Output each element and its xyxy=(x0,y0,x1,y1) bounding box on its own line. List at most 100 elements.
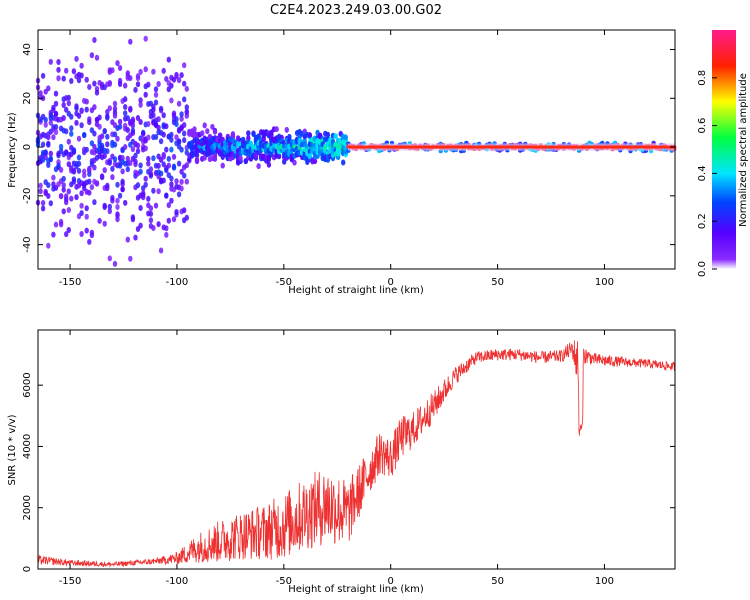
heatmap-cell xyxy=(123,104,128,110)
heatmap-cell xyxy=(71,167,77,174)
heatmap-cell xyxy=(156,188,161,195)
heatmap-cell xyxy=(63,128,69,135)
heatmap-cell xyxy=(182,137,187,144)
heatmap-cell xyxy=(141,194,146,201)
heatmap-cell xyxy=(148,171,154,177)
heatmap-cell xyxy=(69,130,74,137)
heatmap-cell xyxy=(120,168,125,175)
heatmap-cell xyxy=(66,161,72,168)
heatmap-cell xyxy=(148,205,154,212)
heatmap-cell xyxy=(63,231,69,238)
heatmap-cell xyxy=(153,99,159,106)
snr-x-tick-label: 50 xyxy=(491,576,504,587)
snr-x-tick-label: -50 xyxy=(276,576,292,587)
heatmap-cell xyxy=(274,126,279,133)
heatmap-cell xyxy=(307,153,313,160)
heatmap-cell xyxy=(117,118,123,125)
heatmap-cell xyxy=(105,185,110,192)
heatmap-cell xyxy=(58,221,64,228)
heatmap-cell xyxy=(184,214,189,221)
heatmap-cell xyxy=(107,159,113,166)
heatmap-cell xyxy=(115,211,120,218)
heatmap-cell xyxy=(171,216,177,223)
heatmap-cell xyxy=(79,202,84,209)
heatmap-y-tick-label: -20 xyxy=(22,188,33,204)
heatmap-cell xyxy=(210,123,215,130)
heatmap-cell xyxy=(164,231,169,238)
heatmap-cell xyxy=(79,231,84,237)
heatmap-cell xyxy=(133,234,138,241)
colorbar-tick-label: 0.2 xyxy=(697,213,708,229)
heatmap-cell xyxy=(40,141,46,148)
heatmap-cell xyxy=(107,255,113,262)
heatmap-cell xyxy=(40,200,46,206)
heatmap-cell xyxy=(128,255,133,262)
heatmap-cell xyxy=(76,135,82,142)
heatmap-cell xyxy=(138,222,143,229)
snr-x-ticks: -150 -100 -50 0 50 100 xyxy=(59,330,614,587)
heatmap-cell xyxy=(171,164,177,171)
heatmap-cell xyxy=(151,68,156,75)
heatmap-cell xyxy=(58,166,64,173)
heatmap-cell xyxy=(112,131,118,138)
heatmap-cell xyxy=(76,160,82,167)
heatmap-cell xyxy=(46,162,51,168)
colorbar-tick-label: 0.8 xyxy=(697,70,708,86)
heatmap-cell xyxy=(99,173,105,180)
heatmap-cell xyxy=(89,232,95,239)
heatmap-cell xyxy=(164,192,169,199)
heatmap-cell xyxy=(135,115,141,121)
heatmap-cell xyxy=(61,75,66,82)
heatmap-cell xyxy=(184,178,189,185)
heatmap-cell xyxy=(99,133,105,140)
heatmap-cell xyxy=(174,209,179,215)
heatmap-cell xyxy=(53,221,59,228)
heatmap-cell xyxy=(76,77,82,84)
heatmap-cell xyxy=(120,178,125,185)
heatmap-cell xyxy=(53,110,59,117)
heatmap-cell xyxy=(112,100,118,107)
heatmap-cell xyxy=(164,225,169,232)
heatmap-cell xyxy=(341,159,346,166)
heatmap-cell xyxy=(110,194,115,201)
heatmap-cell xyxy=(74,119,79,126)
snr-frame xyxy=(37,329,676,570)
heatmap-cell xyxy=(161,153,166,160)
heatmap-cell xyxy=(87,178,92,185)
heatmap-cell xyxy=(43,154,48,161)
heatmap-cell xyxy=(148,210,154,217)
colorbar-tick-label: 0.0 xyxy=(697,261,708,277)
heatmap-cell xyxy=(51,134,56,141)
heatmap-cell xyxy=(87,238,92,245)
heatmap-cell xyxy=(125,236,130,243)
heatmap-cell xyxy=(61,102,66,108)
heatmap-cell xyxy=(169,197,174,204)
heatmap-cell xyxy=(53,90,59,97)
snr-y-tick-label: 6000 xyxy=(22,372,33,397)
heatmap-cell xyxy=(128,160,133,167)
heatmap-cell xyxy=(107,203,113,210)
heatmap-y-tick-label: 20 xyxy=(22,92,33,105)
heatmap-cell xyxy=(287,133,292,140)
heatmap-cell xyxy=(184,162,189,169)
heatmap-cell xyxy=(169,82,174,89)
heatmap-cell xyxy=(282,158,287,165)
heatmap-cell xyxy=(63,67,69,74)
heatmap-cell xyxy=(92,164,97,171)
heatmap-cell xyxy=(84,106,89,113)
heatmap-cell xyxy=(102,128,107,135)
heatmap-cell xyxy=(130,146,136,153)
heatmap-cell xyxy=(107,208,113,215)
heatmap-cell xyxy=(161,131,166,138)
heatmap-cell xyxy=(105,141,110,148)
heatmap-cell xyxy=(130,127,136,134)
heatmap-cell xyxy=(166,155,171,162)
heatmap-cell xyxy=(84,205,89,212)
heatmap-cell xyxy=(143,35,148,42)
heatmap-cell xyxy=(238,155,243,162)
heatmap-cell xyxy=(138,162,143,169)
heatmap-cell xyxy=(107,105,113,112)
heatmap-cell xyxy=(182,207,187,214)
heatmap-cell xyxy=(143,145,148,152)
heatmap-cell xyxy=(179,72,184,79)
